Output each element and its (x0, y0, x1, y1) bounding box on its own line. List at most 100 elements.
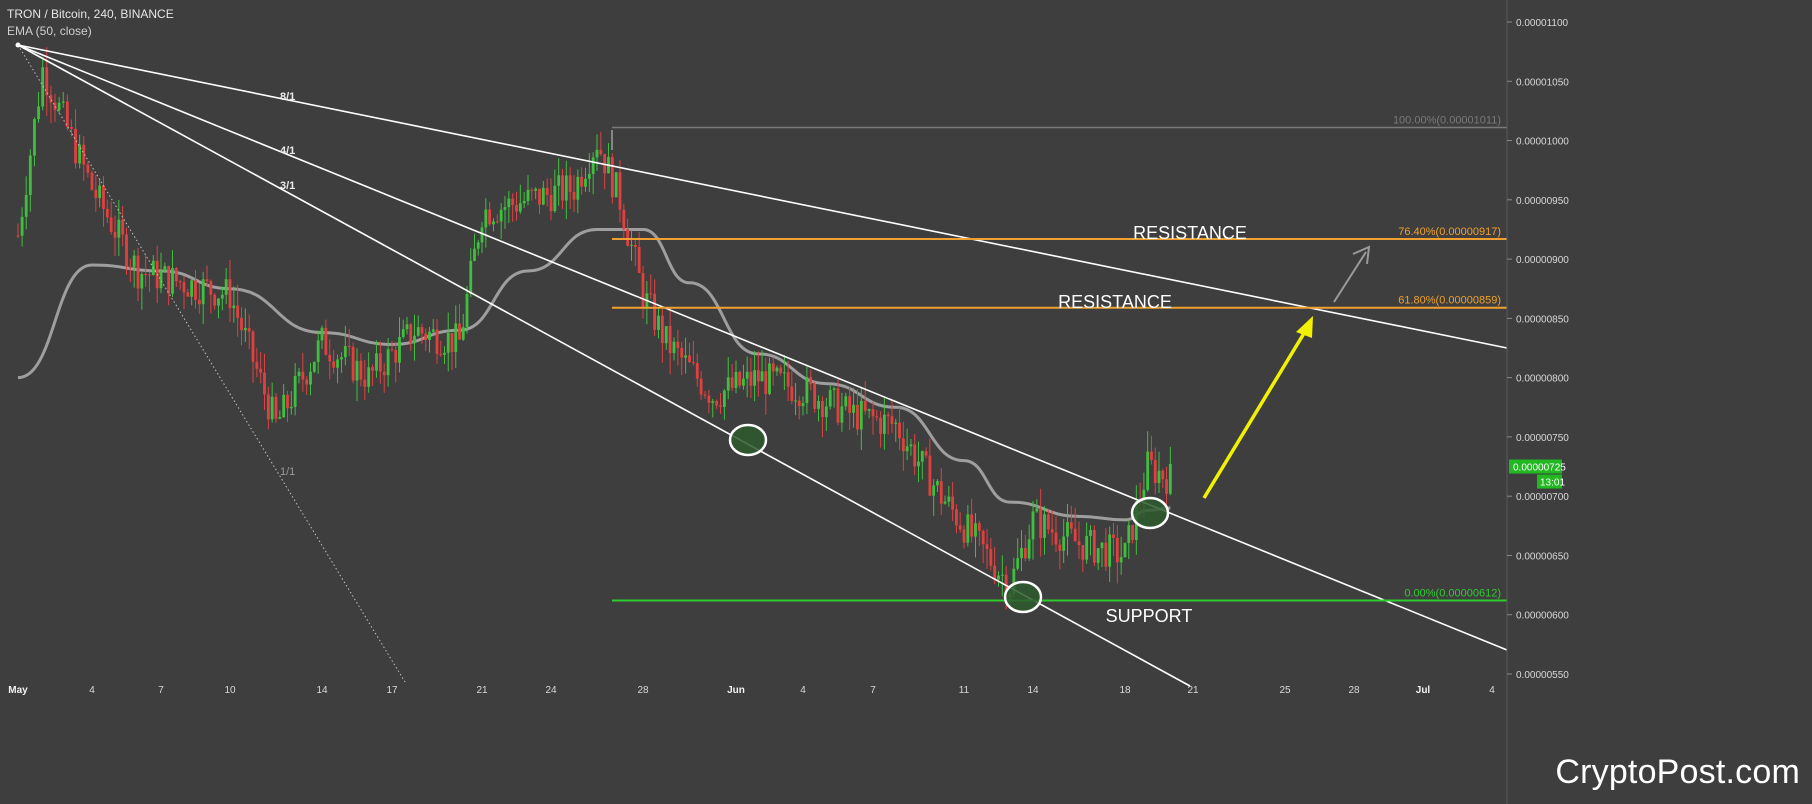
candle-body (695, 362, 699, 379)
candle-body (867, 409, 871, 411)
candle-body (507, 198, 511, 208)
price-axis: 0.00001100 0.00001050 0.00001000 0.00000950… (1506, 0, 1569, 804)
candle-body (205, 279, 209, 282)
candle-body (450, 333, 454, 352)
candle-body (1150, 451, 1153, 460)
fan-line-3-1 (17, 44, 1191, 687)
candle-body (461, 327, 465, 340)
price-tick-label: 0.00001050 (1516, 77, 1569, 88)
candle-body (109, 217, 113, 232)
candle-body (305, 379, 309, 385)
candle-body (247, 327, 251, 332)
candle-body (993, 565, 997, 580)
candle-body (518, 203, 522, 212)
candle-body (1168, 463, 1172, 494)
candle-body (1119, 557, 1123, 563)
candle-body (786, 372, 790, 387)
candle-body (618, 172, 622, 210)
candle-body (217, 298, 220, 306)
candle-body (580, 176, 584, 187)
candle-body (197, 299, 201, 305)
candle-body (738, 371, 742, 386)
candle-body (549, 194, 553, 212)
candle-body (680, 348, 684, 358)
time-tick-label: 28 (637, 685, 649, 696)
price-tick-label: 0.00000650 (1516, 551, 1569, 562)
candle-body (1077, 541, 1081, 546)
candle-body (259, 368, 263, 373)
candle-body (16, 235, 20, 237)
candle-body (1142, 489, 1146, 502)
candle-body (390, 349, 394, 351)
candle-body (324, 327, 328, 355)
candle-body (480, 227, 484, 243)
candle-body (817, 401, 820, 409)
candle-body (1054, 532, 1058, 545)
candle-body (522, 200, 526, 204)
candle-body (213, 294, 217, 306)
price-tick-label: 0.00000950 (1516, 196, 1569, 207)
candle-body (105, 208, 109, 218)
candle-body (465, 293, 469, 328)
time-tick-label: 25 (1279, 685, 1291, 696)
candle-body (779, 367, 783, 373)
time-tick-label: 4 (800, 685, 806, 696)
candle-body (424, 333, 428, 340)
candle-body (905, 446, 909, 452)
candle-body (132, 255, 136, 268)
candle-body (251, 331, 255, 362)
current-price-label: 0.00000725 (1513, 463, 1566, 474)
candle-body (371, 367, 374, 371)
price-tick-label: 0.00001000 (1516, 137, 1569, 148)
candle-body (255, 361, 259, 369)
candle-body (74, 128, 77, 164)
touch-circle-1 (728, 423, 768, 457)
support-label: SUPPORT (1106, 606, 1193, 626)
candle-body (240, 317, 243, 331)
candle-body (719, 405, 722, 407)
candle-body (394, 350, 398, 363)
candle-body (1046, 514, 1050, 530)
candle-body (309, 371, 312, 385)
candle-body (94, 189, 98, 198)
candle-body (771, 363, 775, 372)
candle-body (668, 326, 672, 354)
time-tick-label: 11 (959, 685, 970, 696)
candle-body (977, 523, 981, 531)
candle-body (764, 371, 768, 394)
candle-body (530, 189, 534, 191)
candle-body (186, 292, 190, 297)
candle-body (495, 221, 499, 223)
candle-body (856, 404, 859, 430)
candle-body (653, 293, 657, 330)
candle-body (174, 268, 178, 282)
candle-body (182, 282, 186, 293)
candle-body (316, 340, 320, 362)
candle-body (913, 444, 917, 467)
fan-label: 3/1 (280, 180, 295, 192)
time-tick-label: 7 (158, 685, 164, 696)
candle-body (263, 372, 266, 395)
candle-body (375, 353, 378, 371)
candle-body (526, 189, 530, 201)
candle-body (614, 172, 618, 198)
candle-body (473, 248, 476, 261)
time-tick-label: 28 (1348, 685, 1360, 696)
indicator-legend[interactable]: EMA (50, close) (7, 24, 92, 38)
candle-body (503, 207, 507, 210)
candle-body (649, 293, 653, 295)
candle-body (37, 106, 40, 120)
candle-body (82, 144, 86, 165)
candle-body (190, 280, 194, 297)
candle-body (121, 219, 125, 235)
candle-body (568, 175, 572, 193)
fan-label: 1/1 (280, 466, 295, 478)
candle-body (416, 327, 420, 336)
candle-body (622, 209, 626, 230)
candle-body (159, 271, 163, 289)
candle-body (966, 514, 970, 543)
fib-level-label: 0.00%(0.00000612) (1404, 588, 1501, 600)
time-tick-label: 21 (1187, 685, 1199, 696)
